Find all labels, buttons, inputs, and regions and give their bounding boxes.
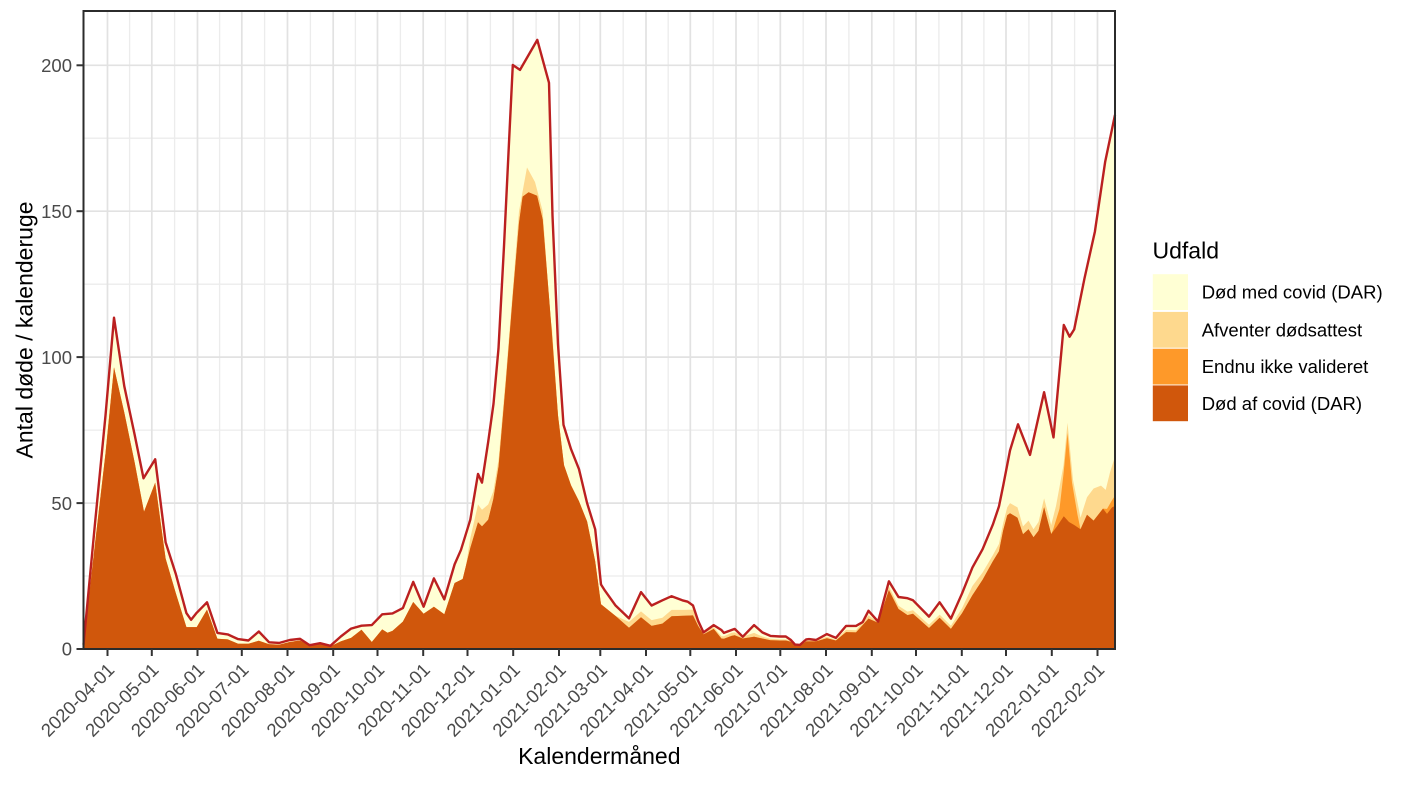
svg-text:Endnu ikke valideret: Endnu ikke valideret (1202, 356, 1369, 377)
svg-text:150: 150 (41, 201, 72, 222)
svg-text:100: 100 (41, 347, 72, 368)
svg-text:200: 200 (41, 55, 72, 76)
svg-text:Død af covid (DAR): Død af covid (DAR) (1202, 393, 1362, 414)
svg-text:Afventer dødsattest: Afventer dødsattest (1202, 319, 1362, 340)
svg-text:Antal døde / kalenderuge: Antal døde / kalenderuge (12, 201, 38, 458)
svg-text:Udfald: Udfald (1153, 238, 1219, 264)
svg-text:Død med covid (DAR): Død med covid (DAR) (1202, 282, 1383, 303)
svg-text:0: 0 (62, 639, 72, 660)
svg-text:50: 50 (51, 493, 72, 514)
svg-text:Kalendermåned: Kalendermåned (518, 743, 680, 769)
